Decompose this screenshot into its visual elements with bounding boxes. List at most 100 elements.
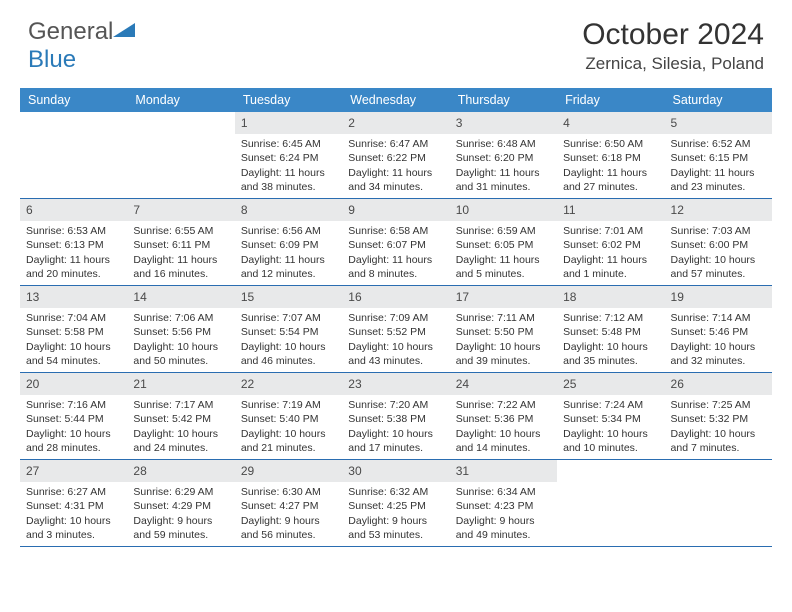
sunrise-text: Sunrise: 6:29 AM <box>133 485 228 499</box>
sunrise-text: Sunrise: 6:53 AM <box>26 224 121 238</box>
sunset-text: Sunset: 6:18 PM <box>563 151 658 165</box>
day-header: Thursday <box>450 88 557 112</box>
logo-shape-icon <box>113 21 135 37</box>
day-cell: 21Sunrise: 7:17 AMSunset: 5:42 PMDayligh… <box>127 373 234 459</box>
logo-text-2: Blue <box>28 46 76 73</box>
sunrise-text: Sunrise: 7:04 AM <box>26 311 121 325</box>
sunset-text: Sunset: 6:20 PM <box>456 151 551 165</box>
day-info: Sunrise: 6:55 AMSunset: 6:11 PMDaylight:… <box>127 221 234 285</box>
calendar: SundayMondayTuesdayWednesdayThursdayFrid… <box>20 88 772 547</box>
sunset-text: Sunset: 6:09 PM <box>241 238 336 252</box>
daylight-text: Daylight: 10 hours and 43 minutes. <box>348 340 443 368</box>
daylight-text: Daylight: 11 hours and 27 minutes. <box>563 166 658 194</box>
day-number: 19 <box>665 286 772 308</box>
empty-cell <box>557 460 664 546</box>
sunrise-text: Sunrise: 7:17 AM <box>133 398 228 412</box>
sunset-text: Sunset: 5:34 PM <box>563 412 658 426</box>
day-number: 20 <box>20 373 127 395</box>
day-info: Sunrise: 7:22 AMSunset: 5:36 PMDaylight:… <box>450 395 557 459</box>
day-cell: 15Sunrise: 7:07 AMSunset: 5:54 PMDayligh… <box>235 286 342 372</box>
sunset-text: Sunset: 6:11 PM <box>133 238 228 252</box>
sunset-text: Sunset: 5:52 PM <box>348 325 443 339</box>
day-cell: 22Sunrise: 7:19 AMSunset: 5:40 PMDayligh… <box>235 373 342 459</box>
sunrise-text: Sunrise: 6:47 AM <box>348 137 443 151</box>
sunrise-text: Sunrise: 7:16 AM <box>26 398 121 412</box>
sunset-text: Sunset: 5:36 PM <box>456 412 551 426</box>
day-info: Sunrise: 6:32 AMSunset: 4:25 PMDaylight:… <box>342 482 449 546</box>
daylight-text: Daylight: 9 hours and 49 minutes. <box>456 514 551 542</box>
week-row: 1Sunrise: 6:45 AMSunset: 6:24 PMDaylight… <box>20 112 772 199</box>
day-number: 30 <box>342 460 449 482</box>
sunset-text: Sunset: 6:15 PM <box>671 151 766 165</box>
day-info: Sunrise: 6:58 AMSunset: 6:07 PMDaylight:… <box>342 221 449 285</box>
day-cell: 18Sunrise: 7:12 AMSunset: 5:48 PMDayligh… <box>557 286 664 372</box>
sunrise-text: Sunrise: 7:11 AM <box>456 311 551 325</box>
daylight-text: Daylight: 10 hours and 54 minutes. <box>26 340 121 368</box>
daylight-text: Daylight: 10 hours and 46 minutes. <box>241 340 336 368</box>
sunset-text: Sunset: 5:46 PM <box>671 325 766 339</box>
daylight-text: Daylight: 11 hours and 23 minutes. <box>671 166 766 194</box>
day-cell: 29Sunrise: 6:30 AMSunset: 4:27 PMDayligh… <box>235 460 342 546</box>
sunrise-text: Sunrise: 7:06 AM <box>133 311 228 325</box>
day-info: Sunrise: 7:24 AMSunset: 5:34 PMDaylight:… <box>557 395 664 459</box>
day-info: Sunrise: 7:14 AMSunset: 5:46 PMDaylight:… <box>665 308 772 372</box>
day-header: Wednesday <box>342 88 449 112</box>
sunrise-text: Sunrise: 7:20 AM <box>348 398 443 412</box>
daylight-text: Daylight: 10 hours and 35 minutes. <box>563 340 658 368</box>
location: Zernica, Silesia, Poland <box>582 54 764 74</box>
day-cell: 7Sunrise: 6:55 AMSunset: 6:11 PMDaylight… <box>127 199 234 285</box>
day-info: Sunrise: 7:12 AMSunset: 5:48 PMDaylight:… <box>557 308 664 372</box>
day-cell: 16Sunrise: 7:09 AMSunset: 5:52 PMDayligh… <box>342 286 449 372</box>
day-info: Sunrise: 7:20 AMSunset: 5:38 PMDaylight:… <box>342 395 449 459</box>
sunset-text: Sunset: 6:02 PM <box>563 238 658 252</box>
sunrise-text: Sunrise: 7:22 AM <box>456 398 551 412</box>
day-cell: 6Sunrise: 6:53 AMSunset: 6:13 PMDaylight… <box>20 199 127 285</box>
day-cell: 17Sunrise: 7:11 AMSunset: 5:50 PMDayligh… <box>450 286 557 372</box>
daylight-text: Daylight: 11 hours and 34 minutes. <box>348 166 443 194</box>
daylight-text: Daylight: 11 hours and 8 minutes. <box>348 253 443 281</box>
sunrise-text: Sunrise: 7:07 AM <box>241 311 336 325</box>
day-number: 12 <box>665 199 772 221</box>
day-info: Sunrise: 7:03 AMSunset: 6:00 PMDaylight:… <box>665 221 772 285</box>
empty-cell <box>127 112 234 198</box>
daylight-text: Daylight: 11 hours and 20 minutes. <box>26 253 121 281</box>
sunset-text: Sunset: 5:44 PM <box>26 412 121 426</box>
daylight-text: Daylight: 10 hours and 17 minutes. <box>348 427 443 455</box>
sunset-text: Sunset: 4:29 PM <box>133 499 228 513</box>
day-info: Sunrise: 6:29 AMSunset: 4:29 PMDaylight:… <box>127 482 234 546</box>
day-number: 8 <box>235 199 342 221</box>
sunrise-text: Sunrise: 7:14 AM <box>671 311 766 325</box>
day-cell: 4Sunrise: 6:50 AMSunset: 6:18 PMDaylight… <box>557 112 664 198</box>
day-info: Sunrise: 7:07 AMSunset: 5:54 PMDaylight:… <box>235 308 342 372</box>
day-number: 4 <box>557 112 664 134</box>
day-number: 25 <box>557 373 664 395</box>
day-number: 3 <box>450 112 557 134</box>
day-number: 2 <box>342 112 449 134</box>
day-number: 6 <box>20 199 127 221</box>
empty-cell <box>665 460 772 546</box>
day-info: Sunrise: 6:45 AMSunset: 6:24 PMDaylight:… <box>235 134 342 198</box>
sunset-text: Sunset: 6:00 PM <box>671 238 766 252</box>
day-info: Sunrise: 7:11 AMSunset: 5:50 PMDaylight:… <box>450 308 557 372</box>
daylight-text: Daylight: 11 hours and 5 minutes. <box>456 253 551 281</box>
daylight-text: Daylight: 10 hours and 39 minutes. <box>456 340 551 368</box>
sunrise-text: Sunrise: 7:25 AM <box>671 398 766 412</box>
title-block: October 2024 Zernica, Silesia, Poland <box>582 18 764 74</box>
day-cell: 11Sunrise: 7:01 AMSunset: 6:02 PMDayligh… <box>557 199 664 285</box>
day-cell: 23Sunrise: 7:20 AMSunset: 5:38 PMDayligh… <box>342 373 449 459</box>
daylight-text: Daylight: 10 hours and 28 minutes. <box>26 427 121 455</box>
daylight-text: Daylight: 11 hours and 12 minutes. <box>241 253 336 281</box>
day-number: 18 <box>557 286 664 308</box>
day-number: 5 <box>665 112 772 134</box>
sunset-text: Sunset: 4:25 PM <box>348 499 443 513</box>
daylight-text: Daylight: 11 hours and 1 minute. <box>563 253 658 281</box>
day-cell: 2Sunrise: 6:47 AMSunset: 6:22 PMDaylight… <box>342 112 449 198</box>
day-info: Sunrise: 6:52 AMSunset: 6:15 PMDaylight:… <box>665 134 772 198</box>
sunset-text: Sunset: 6:07 PM <box>348 238 443 252</box>
day-number: 24 <box>450 373 557 395</box>
day-cell: 10Sunrise: 6:59 AMSunset: 6:05 PMDayligh… <box>450 199 557 285</box>
day-cell: 5Sunrise: 6:52 AMSunset: 6:15 PMDaylight… <box>665 112 772 198</box>
day-number: 16 <box>342 286 449 308</box>
daylight-text: Daylight: 9 hours and 56 minutes. <box>241 514 336 542</box>
day-cell: 9Sunrise: 6:58 AMSunset: 6:07 PMDaylight… <box>342 199 449 285</box>
